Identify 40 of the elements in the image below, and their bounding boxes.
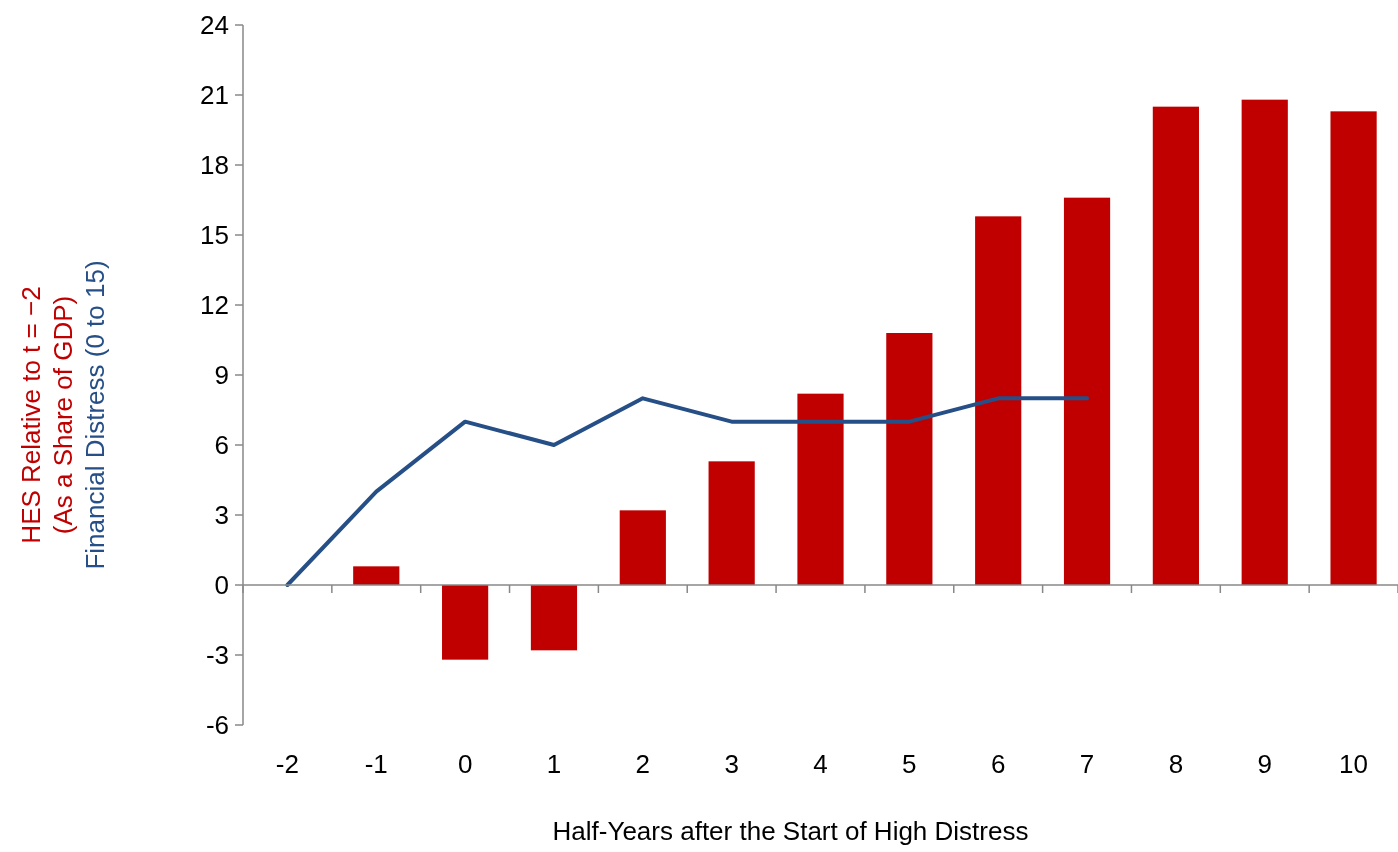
x-tick-label: 1: [546, 749, 562, 779]
y-tick-label: 9: [214, 360, 229, 391]
y-tick-label: 3: [214, 500, 229, 531]
bar: [619, 510, 666, 585]
x-axis-title: Half-Years after the Start of High Distress: [552, 816, 1029, 846]
bar: [1330, 111, 1377, 585]
y-tick-label: 0: [214, 570, 229, 601]
x-tick-label: 10: [1339, 749, 1369, 779]
x-tick-label: -2: [275, 749, 299, 779]
x-tick-label: 9: [1257, 749, 1272, 779]
bar: [1063, 197, 1111, 585]
y-tick-label: 24: [200, 10, 229, 41]
y-tick-label: 6: [214, 430, 229, 461]
text: HES Relative to t = −2 (As a Share of GDP): [16, 286, 78, 544]
line-series: [285, 396, 1090, 587]
y-tick-label: 12: [200, 290, 229, 321]
bar: [442, 585, 489, 660]
bar: [886, 333, 933, 585]
x-tick-label: 7: [1079, 749, 1095, 779]
x-tick-label: 0: [457, 749, 473, 779]
x-tick-label: 5: [902, 749, 917, 779]
y-tick-label: -3: [205, 640, 229, 671]
x-tick-label: 2: [635, 749, 651, 779]
x-tick-label: 4: [813, 749, 828, 779]
text: Financial Distress (0 to 15): [80, 260, 110, 570]
x-tick-label: 6: [990, 749, 1006, 779]
bar: [797, 393, 844, 585]
bar: [353, 566, 400, 585]
y-tick-label: 18: [200, 150, 229, 181]
x-tick-label: 3: [724, 749, 739, 779]
bar: [530, 585, 578, 651]
y-tick-label: -6: [205, 710, 229, 741]
bar: [1241, 99, 1288, 585]
bar: [1152, 106, 1199, 585]
x-tick-label: 8: [1168, 749, 1184, 779]
bar: [975, 216, 1022, 585]
x-tick-label: -1: [364, 749, 388, 779]
bar: [708, 461, 755, 585]
y-tick-label: 21: [200, 80, 229, 111]
y-tick-label: 15: [200, 220, 229, 251]
